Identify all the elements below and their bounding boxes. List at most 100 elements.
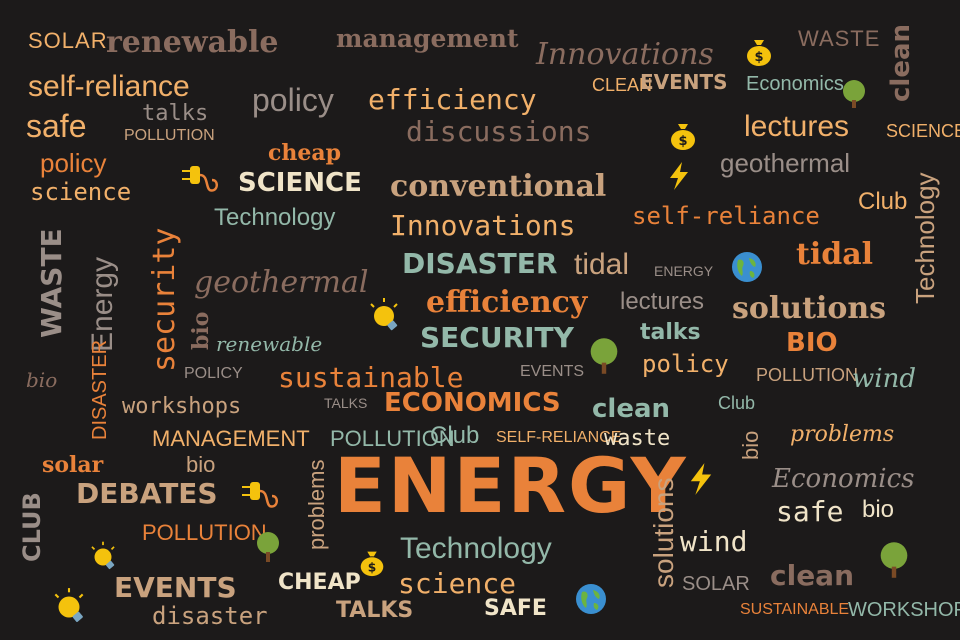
word-disaster-2: disaster — [152, 602, 268, 630]
word-talks: talks — [142, 101, 209, 126]
word-policy-caps: POLICY — [184, 365, 243, 382]
word-solar: SOLAR — [28, 28, 108, 53]
light-bulb-icon — [54, 588, 84, 622]
word-self-reliance: self-reliance — [28, 70, 190, 103]
word-problems-vertical: problems — [304, 459, 329, 550]
money-bag-icon: $ — [671, 124, 695, 150]
word-science-4: science — [398, 567, 517, 600]
lightning-icon — [670, 162, 688, 190]
word-energy-vertical: Energy — [86, 256, 119, 352]
word-club-2: Club — [718, 393, 756, 413]
word-technology-vertical: Technology — [910, 172, 940, 304]
svg-text:$: $ — [678, 134, 687, 149]
word-geothermal: geothermal — [720, 148, 851, 178]
globe-icon — [732, 252, 762, 282]
word-bio-vertical: bio — [188, 311, 214, 350]
word-cheap: cheap — [268, 140, 342, 166]
word-wind-2: wind — [680, 525, 748, 558]
word-science: science — [30, 178, 132, 206]
word-safe-3: SAFE — [484, 596, 547, 621]
word-pollution: POLLUTION — [124, 127, 215, 144]
word-solar-3: SOLAR — [682, 573, 750, 595]
word-management: management — [336, 24, 519, 53]
tree-icon — [843, 80, 865, 108]
word-pollution-2: POLLUTION — [756, 365, 859, 385]
word-self-reliance-3: SELF-RELIANCE — [496, 429, 622, 446]
word-solutions-vertical: solutions — [648, 477, 679, 588]
money-bag-icon: $ — [360, 551, 384, 577]
word-policy: policy — [252, 82, 334, 118]
word-policy-2: policy — [40, 148, 107, 178]
word-conventional: conventional — [390, 169, 607, 204]
word-clean-vertical: clean — [886, 23, 916, 102]
word-pollution-3: POLLUTION — [330, 426, 455, 451]
plug-icon — [182, 166, 218, 192]
word-bio-4: bio — [862, 496, 895, 523]
word-clean-2: clean — [592, 394, 671, 424]
tree-icon — [590, 338, 618, 374]
word-safe-2: safe — [776, 495, 844, 528]
word-bio-3: bio — [186, 452, 216, 477]
word-waste: waste — [604, 426, 671, 451]
word-talks-3: TALKS — [336, 598, 414, 623]
word-events: EVENTS — [640, 70, 728, 94]
word-disaster: DISASTER — [402, 247, 558, 280]
word-workshops: workshops — [122, 394, 242, 419]
word-bio-vertical-2: bio — [738, 430, 763, 460]
word-sustainable-2: SUSTAINABLE — [740, 601, 850, 618]
word-pollution-4: POLLUTION — [142, 520, 267, 545]
word-lectures: lectures — [744, 110, 850, 143]
word-solar-2: solar — [42, 452, 104, 478]
money-bag-icon: $ — [747, 40, 771, 66]
word-events-3: EVENTS — [114, 571, 237, 604]
word-solutions: solutions — [732, 291, 887, 326]
word-efficiency-2: efficiency — [426, 285, 588, 320]
word-wind: wind — [852, 364, 916, 394]
word-clean-caps: CLEAN — [592, 75, 653, 95]
light-bulb-icon — [91, 541, 115, 570]
word-disaster-vertical: DISASTER — [89, 339, 111, 440]
plug-icon — [242, 482, 278, 508]
word-bio-2: bio — [26, 368, 58, 392]
word-energy-small: ENERGY — [654, 263, 714, 279]
word-science-bold: SCIENCE — [238, 168, 362, 198]
word-technology: Technology — [214, 204, 336, 231]
word-economics: Economics — [746, 73, 844, 95]
svg-text:$: $ — [754, 50, 763, 65]
word-renewable-2: renewable — [216, 332, 323, 356]
word-geothermal-2: geothermal — [194, 265, 369, 300]
word-tidal: tidal — [574, 248, 630, 281]
tree-icon — [880, 542, 908, 578]
word-innovations: Innovations — [536, 37, 714, 72]
word-management-2: MANAGEMENT — [152, 426, 310, 451]
word-innovations-2: Innovations — [390, 209, 576, 242]
word-self-reliance-2: self-reliance — [632, 202, 820, 230]
word-club-vertical: CLUB — [18, 492, 46, 562]
svg-text:$: $ — [368, 560, 377, 574]
word-economics-bold: ECONOMICS — [384, 388, 561, 418]
lightning-icon — [690, 463, 712, 495]
word-technology-3: Technology — [400, 532, 552, 565]
word-science-caps: SCIENCE — [886, 121, 960, 141]
word-discussions: discussions — [406, 115, 592, 148]
word-security: SECURITY — [420, 321, 574, 354]
word-clean-3: clean — [770, 559, 855, 592]
tree-icon — [257, 532, 279, 562]
word-efficiency: efficiency — [368, 83, 537, 116]
light-bulb-icon — [370, 298, 398, 331]
word-renewable: renewable — [106, 25, 279, 60]
word-club: Club — [858, 188, 908, 215]
word-bio-caps: BIO — [786, 328, 838, 358]
word-events-2: EVENTS — [520, 363, 585, 380]
word-safe: safe — [26, 108, 87, 144]
word-energy-main: ENERGY — [334, 441, 688, 530]
word-talks-2: talks — [640, 320, 701, 345]
word-talks-caps: TALKS — [324, 395, 368, 411]
word-tidal-2: tidal — [796, 237, 874, 272]
word-policy-3: policy — [642, 350, 729, 378]
word-waste-vertical: WASTE — [35, 228, 68, 338]
word-waste: WASTE — [798, 26, 881, 51]
word-security-vertical: security — [147, 227, 182, 373]
word-lectures-2: lectures — [620, 288, 705, 315]
